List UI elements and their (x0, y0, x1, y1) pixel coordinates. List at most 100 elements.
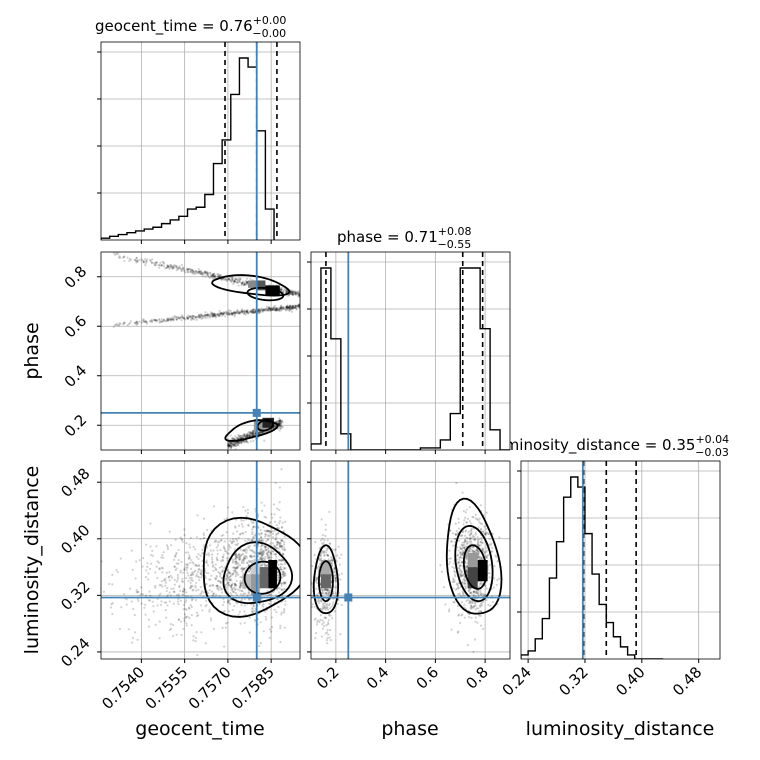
sample-point (227, 443, 230, 446)
sample-point (194, 317, 197, 320)
sample-point (225, 277, 228, 280)
sample-point (241, 311, 244, 314)
sample-point (327, 558, 330, 561)
sample-point (160, 556, 163, 559)
sample-point (466, 570, 469, 573)
sample-point (309, 614, 311, 616)
sample-point (241, 525, 244, 528)
sample-point (460, 574, 463, 577)
sample-point (448, 608, 451, 611)
sample-point (284, 562, 287, 566)
sample-point (194, 586, 197, 589)
sample-point (324, 632, 327, 635)
sample-point (283, 535, 286, 538)
sample-point (470, 542, 473, 545)
sample-point (219, 311, 222, 315)
sample-point (270, 556, 273, 559)
sample-point (333, 594, 336, 598)
sample-point (283, 609, 286, 612)
sample-point (236, 312, 239, 315)
sample-point (242, 559, 245, 562)
sample-point (166, 265, 169, 268)
sample-point (291, 305, 294, 308)
sample-point (180, 269, 183, 272)
sample-point (243, 610, 246, 613)
sample-point (187, 579, 190, 582)
sample-point (314, 636, 317, 640)
sample-point (131, 636, 135, 639)
sample-point (190, 573, 193, 576)
sample-point (155, 319, 158, 322)
sample-point (170, 265, 173, 268)
sample-point (451, 565, 454, 568)
sample-point (261, 308, 264, 312)
sample-point (285, 290, 288, 294)
sample-point (203, 313, 206, 316)
sample-point (266, 556, 269, 559)
sample-point (484, 533, 487, 536)
sample-point (202, 273, 205, 276)
sample-point (171, 265, 174, 268)
sample-point (263, 562, 266, 566)
sample-point (456, 553, 459, 556)
sample-point (288, 307, 291, 310)
sample-point (465, 568, 468, 571)
sample-point (277, 527, 281, 530)
sample-point (479, 592, 482, 595)
sample-point (219, 585, 222, 589)
sample-point (249, 567, 252, 571)
sample-point (231, 566, 234, 569)
sample-point (191, 271, 194, 275)
sample-point (276, 507, 279, 510)
sample-point (216, 587, 219, 590)
sample-point (333, 570, 336, 573)
sample-point (262, 551, 265, 554)
sample-point (498, 536, 501, 539)
sample-point (226, 506, 230, 509)
sample-point (279, 421, 283, 424)
sample-point (233, 279, 236, 283)
sample-point (190, 605, 193, 609)
sample-point (491, 600, 495, 604)
sample-point (221, 570, 225, 573)
sample-point (458, 559, 461, 562)
sample-point (323, 624, 326, 628)
sample-point (148, 567, 152, 571)
sample-point (281, 552, 284, 555)
sample-point (234, 279, 237, 282)
sample-point (481, 592, 484, 595)
sample-point (463, 546, 466, 550)
sample-point (470, 606, 473, 609)
sample-point (313, 605, 316, 608)
sample-point (458, 564, 461, 568)
sample-point (147, 618, 150, 621)
sample-point (123, 593, 126, 596)
sample-point (252, 434, 255, 437)
sample-point (465, 557, 468, 560)
sample-point (465, 553, 468, 556)
sample-point (209, 578, 212, 581)
sample-point (325, 591, 328, 595)
x-tick-label: 0.40 (612, 663, 648, 699)
sample-point (282, 546, 286, 549)
sample-point (296, 305, 299, 308)
sample-point (266, 594, 269, 597)
sample-point (251, 606, 254, 610)
sample-point (328, 604, 331, 607)
sample-point (258, 539, 261, 542)
sample-point (257, 432, 260, 435)
sample-point (280, 545, 283, 548)
sample-point (220, 312, 223, 315)
sample-point (287, 305, 291, 309)
sample-point (294, 291, 297, 294)
sample-point (291, 290, 294, 294)
sample-point (258, 602, 261, 606)
sample-point (286, 305, 289, 308)
sample-point (465, 599, 468, 603)
sample-point (202, 315, 205, 318)
sample-point (211, 565, 214, 568)
y-axis-label-phase: phase (21, 322, 43, 379)
sample-point (473, 638, 477, 641)
sample-point (278, 419, 281, 423)
sample-point (175, 266, 178, 269)
